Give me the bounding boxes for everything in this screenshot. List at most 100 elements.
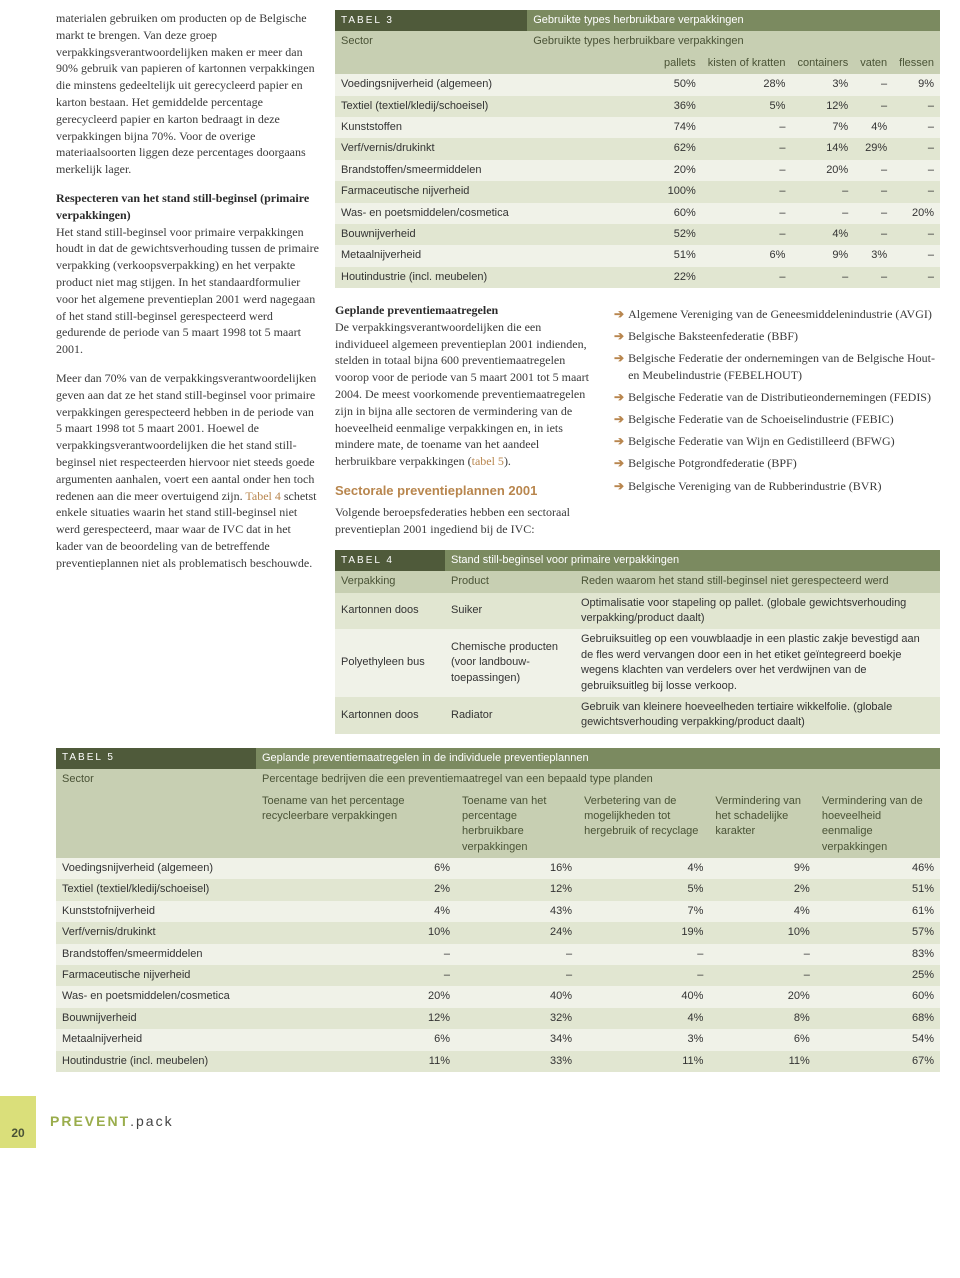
table-cell: Voedingsnijverheid (algemeen) (335, 74, 527, 95)
table-cell: – (854, 203, 893, 224)
heading-sectorale: Sectorale preventieplannen 2001 (335, 482, 598, 500)
table-row: Voedingsnijverheid (algemeen)50%28%3%–9% (335, 74, 940, 95)
table-cell: Chemische producten (voor landbouw-toepa… (445, 629, 575, 697)
table-cell: – (854, 74, 893, 95)
table-cell: – (702, 267, 792, 288)
table-cell: – (256, 965, 456, 986)
table-cell: 68% (816, 1008, 940, 1029)
table-cell: 9% (709, 858, 815, 879)
list-item: ➔Belgische Baksteenfederatie (BBF) (614, 328, 940, 344)
table-row: Bouwnijverheid12%32%4%8%68% (56, 1008, 940, 1029)
arrow-icon: ➔ (614, 478, 624, 494)
table-cell: 51% (816, 879, 940, 900)
table-cell: Brandstoffen/smeermiddelen (56, 944, 256, 965)
table-cell: 5% (702, 96, 792, 117)
table-cell: 19% (578, 922, 709, 943)
para-standstill: Het stand still-beginsel voor primaire v… (56, 225, 319, 357)
table-cell: Voedingsnijverheid (algemeen) (56, 858, 256, 879)
table-cell: 2% (256, 879, 456, 900)
table-cell: 5% (578, 879, 709, 900)
table-cell: – (791, 203, 854, 224)
table3-col-flessen: flessen (893, 53, 940, 74)
list-item-label: Belgische Federatie der ondernemingen va… (628, 350, 940, 382)
table-cell: 7% (578, 901, 709, 922)
table-cell: – (702, 160, 792, 181)
table-cell: – (893, 138, 940, 159)
table-cell: Verf/vernis/drukinkt (56, 922, 256, 943)
table3-hdr-span: Gebruikte types herbruikbare verpakkinge… (527, 31, 940, 52)
table-cell: – (702, 203, 792, 224)
table-row: Verf/vernis/drukinkt62%–14%29%– (335, 138, 940, 159)
table-cell: – (791, 267, 854, 288)
table5-hdr-sector: Sector (56, 769, 256, 858)
table4-label: TABEL 4 (335, 550, 445, 571)
list-item: ➔Belgische Federatie der ondernemingen v… (614, 350, 940, 382)
table-cell: 9% (791, 245, 854, 266)
table-cell: Verf/vernis/drukinkt (335, 138, 527, 159)
table3-col-containers: containers (791, 53, 854, 74)
list-item-label: Belgische Federatie van de Schoeiselindu… (628, 411, 940, 427)
table-cell: 29% (854, 138, 893, 159)
table-cell: – (702, 224, 792, 245)
table-cell: – (854, 267, 893, 288)
table-cell: Textiel (textiel/kledij/schoeisel) (335, 96, 527, 117)
table-cell: – (709, 944, 815, 965)
table-cell: 32% (456, 1008, 578, 1029)
table-cell: 6% (709, 1029, 815, 1050)
table-cell: 33% (456, 1051, 578, 1072)
table-cell: – (256, 944, 456, 965)
table3-col-pallets: pallets (527, 53, 702, 74)
list-item: ➔Belgische Federatie van de Distributieo… (614, 389, 940, 405)
table-cell: 52% (527, 224, 702, 245)
table3-title: Gebruikte types herbruikbare verpakkinge… (527, 10, 940, 31)
table-cell: 62% (527, 138, 702, 159)
table-cell: 25% (816, 965, 940, 986)
table-cell: Textiel (textiel/kledij/schoeisel) (56, 879, 256, 900)
table-row: Voedingsnijverheid (algemeen)6%16%4%9%46… (56, 858, 940, 879)
table-cell: 24% (456, 922, 578, 943)
table-row: Brandstoffen/smeermiddelen––––83% (56, 944, 940, 965)
table-cell: Kunststoffen (335, 117, 527, 138)
table-cell: Farmaceutische nijverheid (335, 181, 527, 202)
table5-hdr-span: Percentage bedrijven die een preventiema… (256, 769, 940, 790)
table-cell: 4% (256, 901, 456, 922)
table-cell: 20% (893, 203, 940, 224)
table-cell: – (702, 117, 792, 138)
heading-preventie: Geplande preventiemaatregelen (335, 303, 498, 317)
table-row: Farmaceutische nijverheid––––25% (56, 965, 940, 986)
table-cell: Bouwnijverheid (56, 1008, 256, 1029)
table-cell: 20% (709, 986, 815, 1007)
table-cell: – (578, 944, 709, 965)
table4-hdr-product: Product (445, 571, 575, 592)
table-cell: – (893, 117, 940, 138)
list-item-label: Belgische Federatie van de Distributieon… (628, 389, 940, 405)
table-cell: 2% (709, 879, 815, 900)
table-cell: Houtindustrie (incl. meubelen) (56, 1051, 256, 1072)
table-cell: Brandstoffen/smeermiddelen (335, 160, 527, 181)
table-4: TABEL 4 Stand still-beginsel voor primai… (335, 550, 940, 734)
table-cell: – (702, 138, 792, 159)
table5-col-4: Vermindering van de hoeveelheid eenmalig… (816, 791, 940, 859)
para-70pct: Meer dan 70% van de verpakkingsverantwoo… (56, 370, 319, 572)
arrow-icon: ➔ (614, 389, 624, 405)
table-cell: 6% (702, 245, 792, 266)
table-row: Textiel (textiel/kledij/schoeisel)36%5%1… (335, 96, 940, 117)
list-item: ➔Belgische Federatie van Wijn en Gedisti… (614, 433, 940, 449)
table5-title: Geplande preventiemaatregelen in de indi… (256, 748, 940, 769)
table-cell: Kartonnen doos (335, 697, 445, 734)
table-cell: 40% (456, 986, 578, 1007)
table-cell: 11% (256, 1051, 456, 1072)
table-cell: Farmaceutische nijverheid (56, 965, 256, 986)
table-cell: 20% (256, 986, 456, 1007)
table-cell: – (854, 224, 893, 245)
table-row: Was- en poetsmiddelen/cosmetica20%40%40%… (56, 986, 940, 1007)
table-cell: Radiator (445, 697, 575, 734)
table-cell: 4% (578, 1008, 709, 1029)
table-cell: 3% (791, 74, 854, 95)
table3-hdr-sector: Sector (335, 31, 527, 74)
table-cell: 34% (456, 1029, 578, 1050)
table-cell: 10% (256, 922, 456, 943)
table-cell: Gebruiksuitleg op een vouwblaadje in een… (575, 629, 940, 697)
table5-col-0: Toename van het percentage recycleerbare… (256, 791, 456, 859)
table-cell: 61% (816, 901, 940, 922)
